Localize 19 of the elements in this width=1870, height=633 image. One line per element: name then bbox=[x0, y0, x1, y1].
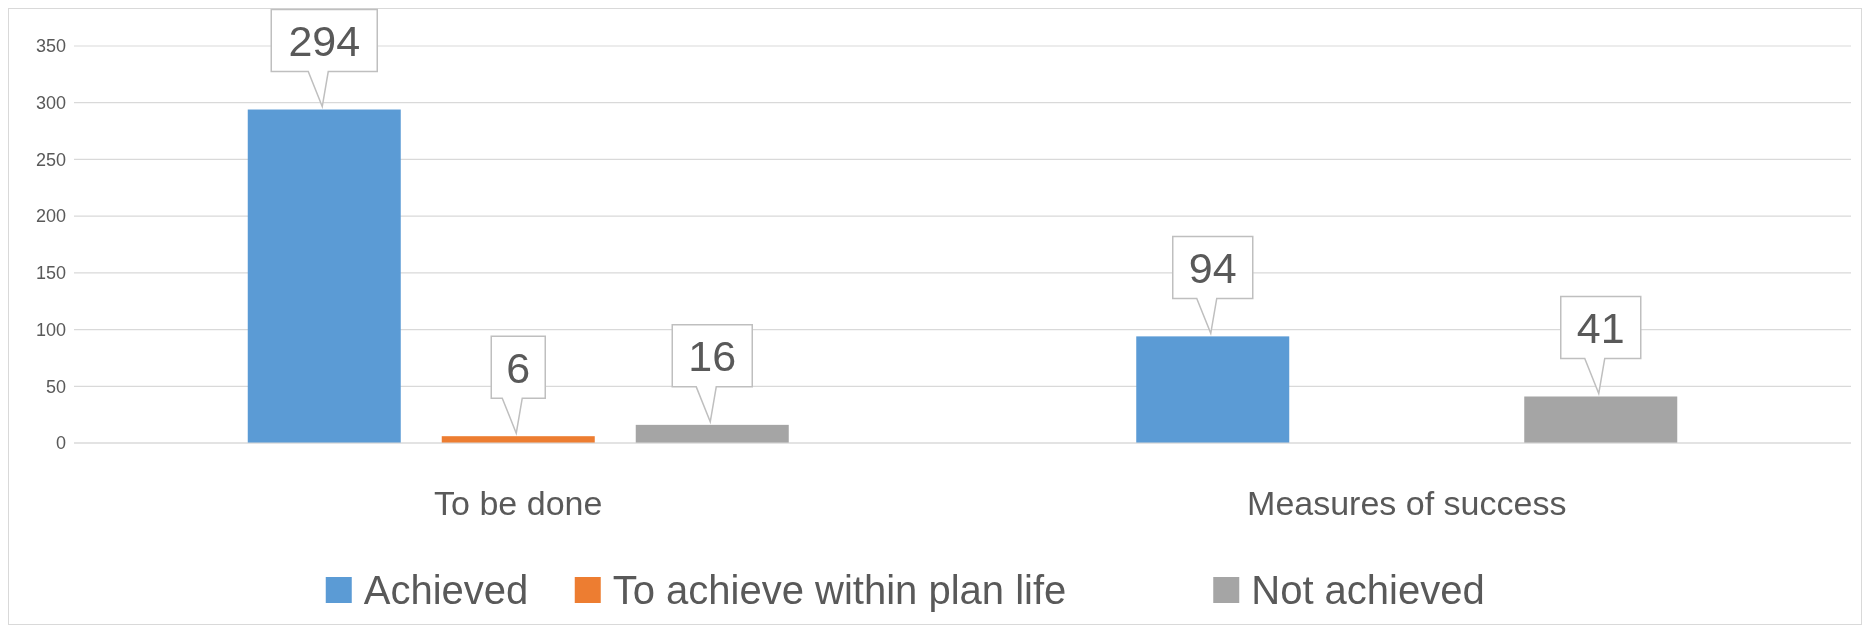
y-tick-label: 250 bbox=[35, 149, 66, 170]
data-label: 94 bbox=[1188, 243, 1237, 292]
legend-label: To achieve within plan life bbox=[612, 568, 1067, 613]
x-tick-label: To be done bbox=[434, 483, 603, 522]
x-tick-label: Measures of success bbox=[1247, 483, 1567, 522]
data-label: 294 bbox=[288, 17, 361, 65]
y-tick-label: 50 bbox=[45, 376, 66, 397]
legend-label: Achieved bbox=[363, 568, 529, 613]
data-label: 41 bbox=[1576, 303, 1625, 352]
legend-label: Not achieved bbox=[1251, 568, 1485, 613]
y-tick-label: 100 bbox=[35, 319, 66, 340]
data-label: 16 bbox=[688, 332, 737, 381]
bar bbox=[635, 424, 789, 443]
data-label: 6 bbox=[506, 343, 531, 392]
y-tick-label: 0 bbox=[55, 433, 66, 454]
y-tick-label: 200 bbox=[35, 206, 66, 227]
y-tick-label: 300 bbox=[35, 93, 66, 114]
y-tick-label: 150 bbox=[35, 263, 66, 284]
y-tick-label: 350 bbox=[35, 36, 66, 57]
